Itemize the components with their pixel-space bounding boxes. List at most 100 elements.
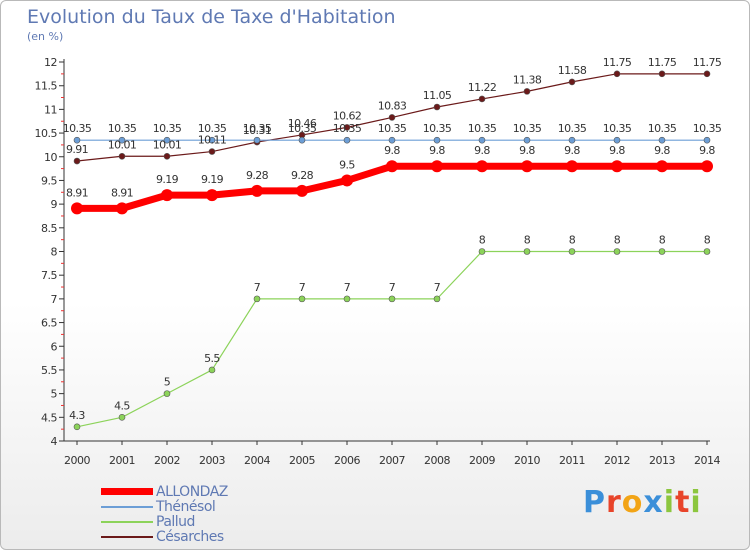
x-tick-label: 2006 [334, 454, 360, 467]
data-point-allondaz [296, 184, 308, 197]
data-label-allondaz: 9.8 [384, 144, 400, 157]
data-label-thenesol: 10.35 [378, 122, 407, 135]
data-point-cesarches [703, 70, 711, 78]
data-label-thenesol: 10.35 [153, 122, 182, 135]
data-point-cesarches [118, 152, 126, 160]
legend-swatch [101, 520, 153, 523]
data-label-thenesol: 10.35 [513, 122, 542, 135]
data-point-pallud [568, 248, 576, 255]
data-point-thenesol [658, 136, 666, 144]
data-point-pallud [433, 295, 441, 303]
y-tick-label: 10.5 [35, 127, 58, 140]
y-tick-label: 6.5 [41, 317, 57, 330]
data-point-thenesol [298, 136, 306, 144]
data-label-allondaz: 8.91 [111, 186, 133, 199]
y-tick-label: 9.5 [41, 174, 57, 187]
data-label-pallud: 7 [254, 281, 261, 294]
data-label-cesarches: 11.05 [423, 89, 452, 102]
x-tick-label: 2010 [514, 454, 540, 467]
logo-letter: i [663, 485, 676, 520]
data-label-cesarches: 9.91 [66, 143, 88, 156]
logo-letter: r [606, 485, 622, 520]
data-point-pallud [208, 366, 216, 374]
data-point-cesarches [73, 157, 81, 165]
data-label-pallud: 8 [659, 234, 666, 247]
data-label-pallud: 4.5 [114, 399, 130, 412]
proxiti-logo: Proxiti [583, 485, 702, 520]
data-label-thenesol: 10.35 [198, 122, 227, 135]
legend-swatch [101, 535, 153, 538]
data-label-cesarches: 10.01 [153, 138, 182, 151]
data-label-allondaz: 9.8 [609, 144, 625, 157]
data-label-allondaz: 9.19 [156, 173, 179, 186]
data-point-thenesol [388, 136, 396, 144]
y-tick-label: 5 [51, 388, 58, 401]
data-label-allondaz: 9.8 [474, 144, 490, 157]
data-point-thenesol [703, 136, 711, 144]
data-point-pallud [73, 423, 81, 431]
data-label-cesarches: 11.75 [693, 56, 722, 69]
data-label-pallud: 7 [434, 281, 441, 294]
data-point-thenesol [118, 136, 126, 144]
data-label-thenesol: 10.35 [243, 122, 272, 135]
chart-subtitle: (en %) [27, 30, 64, 43]
data-point-cesarches [433, 103, 441, 111]
data-label-pallud: 8 [704, 234, 711, 247]
y-tick-label: 4.5 [41, 411, 57, 424]
data-point-pallud [118, 414, 126, 421]
data-point-pallud [703, 248, 711, 255]
legend-label: Thénésol [156, 498, 216, 515]
data-point-cesarches [658, 70, 666, 78]
x-tick-label: 2011 [559, 454, 585, 467]
data-label-allondaz: 9.28 [246, 169, 269, 182]
legend-item-cesarches: Césarches [101, 528, 228, 545]
data-label-pallud: 8 [479, 234, 486, 247]
data-label-cesarches: 11.75 [603, 56, 632, 69]
data-point-allondaz [71, 202, 83, 215]
data-point-pallud [163, 390, 171, 397]
data-point-pallud [298, 295, 306, 303]
y-tick-label: 5.5 [41, 364, 57, 377]
data-label-thenesol: 10.35 [108, 122, 137, 135]
data-point-allondaz [521, 160, 533, 173]
x-tick-label: 2004 [244, 454, 270, 467]
data-point-allondaz [701, 160, 713, 173]
data-label-pallud: 7 [389, 281, 396, 294]
data-label-allondaz: 8.91 [66, 186, 88, 199]
data-point-cesarches [478, 95, 486, 103]
data-label-pallud: 4.3 [69, 409, 85, 422]
x-tick-label: 2005 [289, 454, 315, 467]
data-label-cesarches: 11.75 [648, 56, 677, 69]
legend-item-thenesol: Thénésol [101, 498, 228, 515]
data-label-thenesol: 10.35 [468, 122, 497, 135]
data-label-pallud: 8 [569, 234, 576, 247]
data-label-cesarches: 10.01 [108, 138, 137, 151]
x-tick-label: 2013 [649, 454, 675, 467]
x-tick-label: 2009 [469, 454, 495, 467]
data-point-allondaz [206, 189, 218, 202]
data-point-thenesol [613, 136, 621, 144]
data-label-thenesol: 10.35 [63, 122, 92, 135]
y-tick-label: 8.5 [41, 222, 57, 235]
data-label-thenesol: 10.35 [693, 122, 722, 135]
data-label-cesarches: 11.22 [468, 81, 497, 94]
chart-title: Evolution du Taux de Taxe d'Habitation [27, 6, 396, 28]
y-tick-label: 7.5 [41, 269, 57, 282]
y-tick-label: 10 [44, 151, 57, 164]
x-tick-label: 2003 [199, 454, 225, 467]
logo-letter: x [643, 485, 664, 520]
legend-item-allondaz: ALLONDAZ [101, 484, 228, 500]
data-label-pallud: 7 [344, 281, 351, 294]
data-point-thenesol [523, 136, 531, 144]
data-label-cesarches: 10.46 [288, 117, 317, 130]
y-tick-label: 11 [44, 103, 57, 116]
data-point-allondaz [116, 202, 128, 215]
data-point-allondaz [386, 160, 398, 173]
data-label-cesarches: 11.58 [558, 64, 587, 77]
legend-label: Césarches [156, 528, 224, 545]
data-point-thenesol [343, 136, 351, 144]
data-label-cesarches: 10.83 [378, 99, 407, 112]
data-label-allondaz: 9.28 [291, 169, 314, 182]
data-point-pallud [343, 295, 351, 303]
